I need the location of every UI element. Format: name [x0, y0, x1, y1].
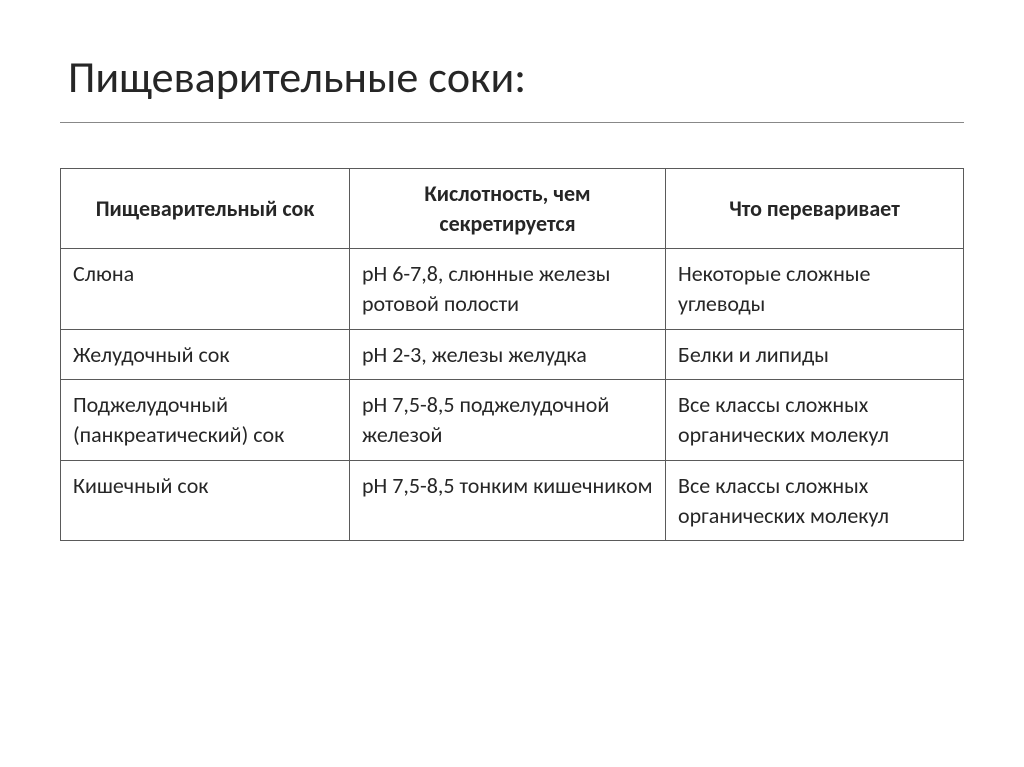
table-row: Желудочный сок pH 2-3, железы желудка Бе…	[61, 329, 964, 380]
cell-acidity: pH 7,5-8,5 поджелудочной железой	[349, 380, 665, 460]
cell-juice: Поджелудочный (панкреатический) сок	[61, 380, 350, 460]
cell-digests: Белки и липиды	[666, 329, 964, 380]
header-digests: Что переваривает	[666, 169, 964, 249]
cell-digests: Все классы сложных органических молекул	[666, 460, 964, 540]
header-juice: Пищеварительный сок	[61, 169, 350, 249]
title-underline	[60, 122, 964, 123]
header-acidity: Кислотность, чем секретируется	[349, 169, 665, 249]
table-row: Поджелудочный (панкреатический) сок pH 7…	[61, 380, 964, 460]
table-header-row: Пищеварительный сок Кислотность, чем сек…	[61, 169, 964, 249]
table-row: Слюна pH 6-7,8, слюнные железы ротовой п…	[61, 249, 964, 329]
slide-title: Пищеварительные соки:	[60, 50, 964, 104]
digestive-juices-table: Пищеварительный сок Кислотность, чем сек…	[60, 168, 964, 541]
cell-acidity: pH 7,5-8,5 тонким кишечником	[349, 460, 665, 540]
cell-juice: Кишечный сок	[61, 460, 350, 540]
cell-juice: Желудочный сок	[61, 329, 350, 380]
cell-acidity: pH 6-7,8, слюнные железы ротовой полости	[349, 249, 665, 329]
table-row: Кишечный сок pH 7,5-8,5 тонким кишечнико…	[61, 460, 964, 540]
cell-acidity: pH 2-3, железы желудка	[349, 329, 665, 380]
cell-digests: Все классы сложных органических молекул	[666, 380, 964, 460]
cell-juice: Слюна	[61, 249, 350, 329]
cell-digests: Некоторые сложные углеводы	[666, 249, 964, 329]
